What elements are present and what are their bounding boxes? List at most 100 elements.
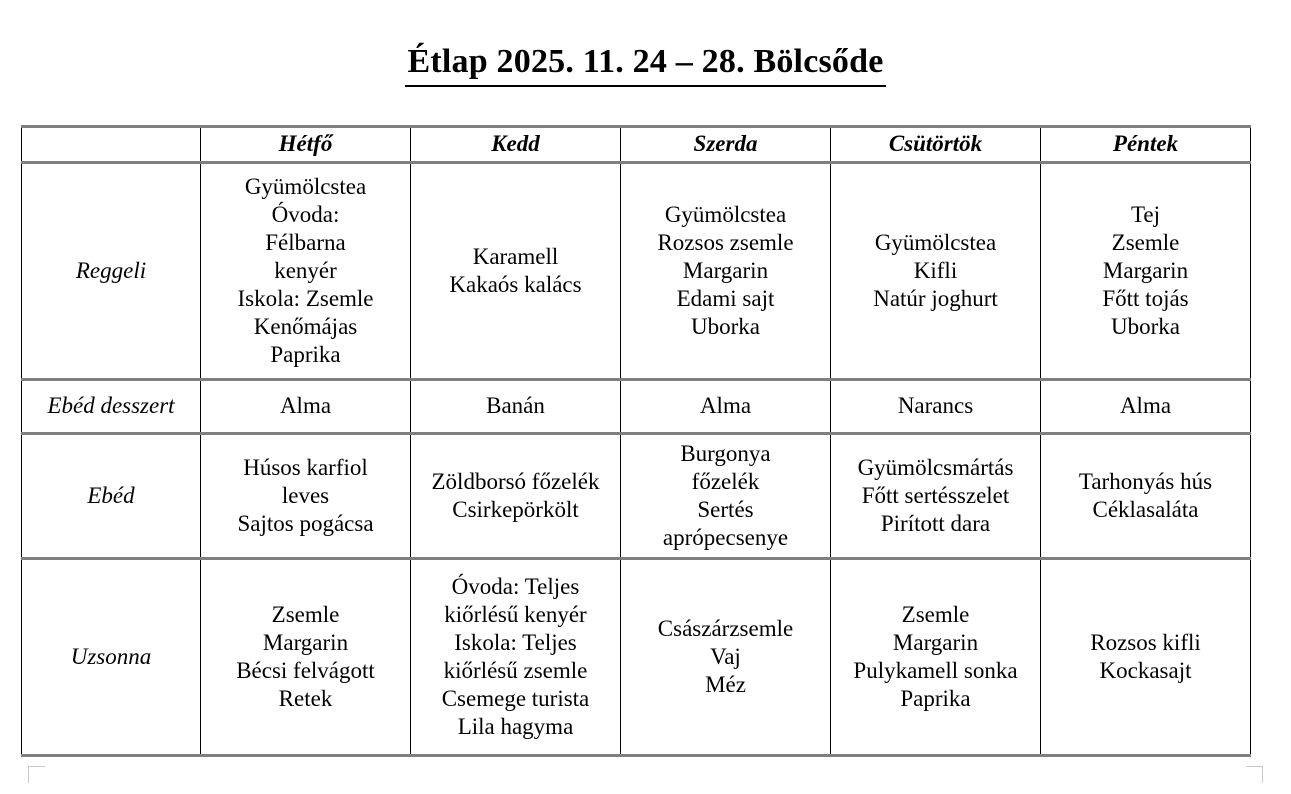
menu-cell-lines: Tarhonyás hús Céklasaláta [1045,468,1246,524]
menu-item: leves [281,482,330,508]
menu-item: Császárzsemle [657,615,794,641]
menu-cell: Banán [410,378,621,435]
menu-cell-lines: Banán [415,392,616,420]
menu-item: kenyér [274,257,337,283]
menu-item: Retek [278,686,333,712]
menu-item: Vaj [710,643,741,669]
menu-cell-lines: Burgonya főzelék Sertés aprópecsenye [625,440,826,552]
menu-item: Főtt sertésszelet [861,482,1010,508]
menu-cell: Császárzsemle Vaj Méz [620,557,831,757]
menu-cell-lines: Alma [1045,392,1246,420]
menu-item: Tarhonyás hús [1078,468,1213,494]
menu-item: Uborka [691,314,760,340]
menu-item: Méz [705,672,746,698]
menu-cell: Narancs [830,378,1041,435]
menu-cell-lines: Gyümölcstea Óvoda: Félbarna kenyér Iskola: Z… [205,173,406,369]
menu-item: aprópecsenye [662,525,789,551]
menu-item: Főtt tojás [1102,286,1189,312]
menu-cell: Húsos karfiol leves Sajtos pogácsa [200,432,411,560]
menu-item: Paprika [270,342,341,368]
menu-cell: Tej Zsemle Margarin Főtt tojás Uborka [1040,161,1251,381]
menu-cell-lines: Császárzsemle Vaj Méz [625,615,826,699]
column-header-day-4: Csütörtök [830,125,1041,164]
menu-item: Margarin [892,629,979,655]
menu-item: Alma [699,393,752,419]
menu-cell-lines: Alma [205,392,406,420]
row-header-meal-1: Reggeli [21,161,201,381]
menu-item: kiőrlésű zsemle [443,658,588,683]
menu-item: Óvoda: [271,201,340,227]
menu-item: Csemege turista [441,686,590,712]
menu-item: Kakaós kalács [449,272,582,297]
menu-cell: Alma [620,378,831,435]
menu-cell: Gyümölcsmártás Főtt sertésszelet Pirított … [830,432,1041,560]
menu-item: Céklasaláta [1092,497,1199,522]
menu-item: Burgonya [680,440,771,466]
column-header-day-2: Kedd [410,125,621,164]
column-header-day-5: Péntek [1040,125,1251,164]
menu-item: Zsemle [271,601,340,627]
menu-item: Uborka [1111,314,1180,340]
menu-cell: Zsemle Margarin Bécsi felvágott Retek [200,557,411,757]
menu-item: Pulykamell sonka [853,658,1018,683]
menu-cell: Gyümölcstea Kifli Natúr joghurt [830,161,1041,381]
menu-item: Gyümölcsmártás [857,454,1014,480]
menu-cell: Alma [200,378,411,435]
menu-item: Paprika [900,686,971,712]
menu-item: főzelék [691,468,760,494]
menu-cell: Óvoda: Teljes kiőrlésű kenyér Iskola: Telj… [410,557,621,757]
menu-cell-lines: Narancs [835,392,1036,420]
menu-cell-lines: Karamell Kakaós kalács [415,243,616,299]
menu-cell: Karamell Kakaós kalács [410,161,621,381]
menu-cell-lines: Gyümölcsmártás Főtt sertésszelet Pirított … [835,454,1036,538]
menu-item: Sajtos pogácsa [237,511,374,537]
page-corner-mark-bottom-right [1246,766,1263,783]
table-row: Reggeli Gyümölcstea Óvoda: Félbarna kenyér Is… [21,161,1251,381]
menu-cell-lines: Gyümölcstea Rozsos zsemle Margarin Edami sa… [625,201,826,341]
menu-item: Edami sajt [676,286,775,312]
menu-cell: Zsemle Margarin Pulykamell sonka Paprika [830,557,1041,757]
menu-item: Iskola: Teljes [454,629,577,655]
table-header-row: Hétfő Kedd Szerda Csütörtök Péntek [21,125,1251,164]
menu-item: Óvoda: Teljes [451,573,580,599]
menu-item: Gyümölcstea [244,173,367,199]
menu-item: Félbarna [265,229,346,255]
menu-item: Natúr joghurt [873,286,998,312]
menu-cell: Burgonya főzelék Sertés aprópecsenye [620,432,831,560]
table-corner-cell [21,125,201,164]
menu-item: Kockasajt [1099,658,1192,683]
column-header-day-3: Szerda [620,125,831,164]
menu-item: Narancs [897,393,974,419]
menu-item: Zsemle [901,601,970,627]
menu-cell-lines: Óvoda: Teljes kiőrlésű kenyér Iskola: Telj… [415,573,616,741]
title-container: Étlap 2025. 11. 24 – 28. Bölcsőde [0,0,1291,120]
menu-item: Lila hagyma [457,714,574,740]
menu-item: Tej [1130,201,1161,227]
menu-item: Bécsi felvágott [236,658,375,683]
page-corner-mark-bottom-left [28,766,45,783]
menu-item: Rozsos zsemle [657,229,794,255]
menu-item: Gyümölcstea [664,201,787,227]
menu-cell-lines: Zsemle Margarin Pulykamell sonka Paprika [835,601,1036,713]
menu-cell: Alma [1040,378,1251,435]
menu-cell: Gyümölcstea Rozsos zsemle Margarin Edami sa… [620,161,831,381]
menu-item: Kifli [913,257,958,283]
menu-cell: Gyümölcstea Óvoda: Félbarna kenyér Iskola: Z… [200,161,411,381]
page-title: Étlap 2025. 11. 24 – 28. Bölcsőde [405,41,886,88]
table-row: Ebéd desszert Alma Banán Alma Narancs Alma [21,378,1251,435]
menu-item: Gyümölcstea [874,229,997,255]
row-header-meal-3: Ebéd [21,432,201,560]
menu-cell-lines: Zsemle Margarin Bécsi felvágott Retek [205,601,406,713]
menu-item: Iskola: Zsemle [237,286,374,312]
menu-item: Margarin [1102,257,1189,283]
table-row: Ebéd Húsos karfiol leves Sajtos pogácsa Zöld… [21,432,1251,560]
menu-item: Kenőmájas [253,314,358,340]
menu-item: Csirkepörkölt [452,497,579,522]
row-header-meal-4: Uzsonna [21,557,201,757]
menu-cell-lines: Zöldborsó főzelék Csirkepörkölt [415,468,616,524]
menu-item: kiőrlésű kenyér [444,601,587,627]
menu-item: Alma [1119,393,1172,419]
menu-item: Karamell [472,243,559,269]
weekly-menu-table: Hétfő Kedd Szerda Csütörtök Péntek Reggeli Gyü… [21,125,1251,757]
